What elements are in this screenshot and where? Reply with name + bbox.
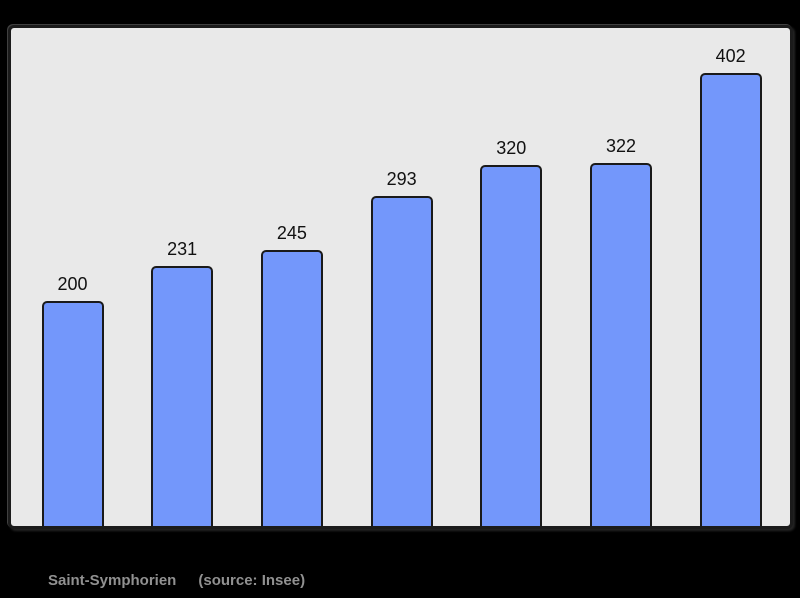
bar <box>151 266 214 526</box>
bar-value-label: 293 <box>386 169 417 189</box>
bar <box>699 73 762 526</box>
chart-caption: Saint-Symphorien (source: Insee) <box>48 572 305 589</box>
bar-value-label: 320 <box>496 138 527 158</box>
bar <box>480 165 543 526</box>
bar <box>260 250 323 526</box>
bar <box>590 163 652 526</box>
bar-value-label: 231 <box>167 239 198 259</box>
caption-title: Saint-Symphorien <box>48 572 177 589</box>
bar-value-label: 245 <box>276 223 307 243</box>
bar-value-label: 402 <box>715 46 746 66</box>
caption-source: (source: Insee) <box>198 572 306 589</box>
bar-value-label: 322 <box>605 136 637 156</box>
plot-area: 200 231 245 293 320 322 402 <box>8 25 793 529</box>
bar <box>370 196 433 526</box>
bar-value-label: 200 <box>57 274 88 294</box>
bar <box>41 301 104 526</box>
bars-layer: 200 231 245 293 320 322 402 <box>11 28 790 526</box>
